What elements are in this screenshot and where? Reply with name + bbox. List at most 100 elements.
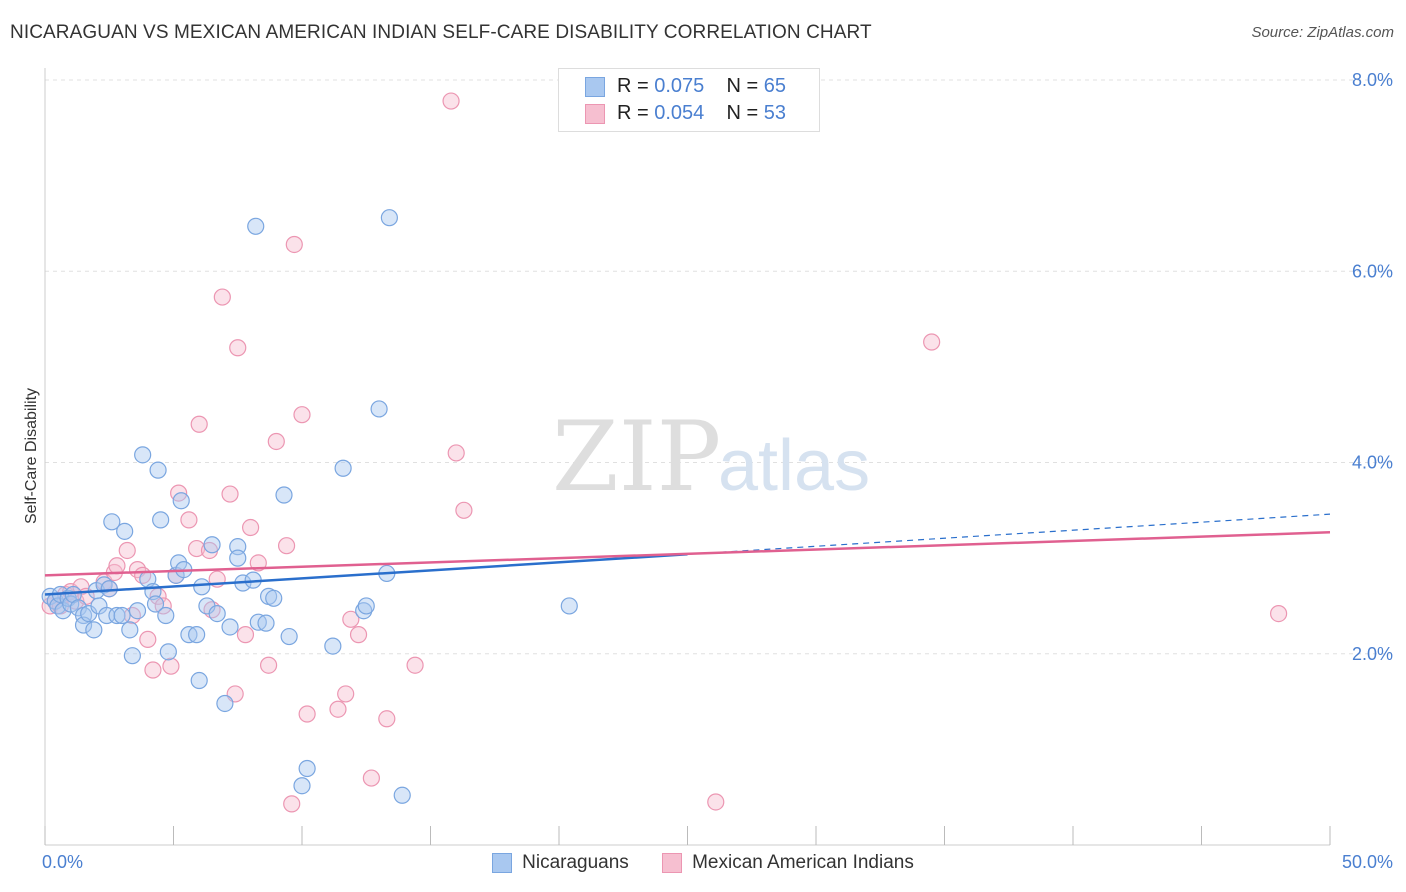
nicaraguans-point (393, 786, 411, 804)
mexican-american-indians-point (406, 656, 424, 674)
nicaraguans-point (62, 595, 80, 613)
nicaraguans-point (208, 604, 226, 623)
nicaraguans-point (298, 759, 316, 778)
nicaraguans-point (85, 621, 103, 639)
grid-lines (45, 79, 1392, 655)
mexican-american-indians-point (442, 92, 460, 110)
mexican-american-indians-point (221, 485, 239, 503)
nicaraguans-point (128, 602, 147, 620)
legend-item-nicaraguans: Nicaraguans (492, 852, 629, 874)
axes (44, 68, 1331, 846)
nicaraguans-point (293, 777, 311, 795)
nicaraguans-point (116, 522, 134, 540)
y-tick-labels: 2.0% 4.0% 6.0% 8.0% (1352, 70, 1393, 664)
mexican-american-indians-point (1269, 604, 1288, 623)
y-tick-label: 4.0% (1352, 453, 1393, 473)
nicaraguans-point (370, 400, 388, 418)
mexican-american-indians-point (362, 769, 380, 787)
r-label: R = (617, 102, 655, 124)
mexican-american-indians-point (190, 415, 208, 433)
nicaraguans-swatch (585, 77, 605, 97)
r-label: R = (617, 75, 655, 97)
nicaraguans-point (152, 511, 170, 529)
nicaraguans-point (257, 614, 275, 632)
mexican-american-indians-point (707, 793, 725, 811)
nicaraguans-point (134, 446, 152, 464)
nicaraguans-point (159, 643, 177, 661)
mexican-american-indians-swatch (585, 104, 605, 124)
x-axis-min-label: 0.0% (42, 852, 84, 872)
mexican-american-indians-point (267, 432, 285, 451)
n-label: N = (726, 102, 764, 124)
x-axis-max-label: 50.0% (1341, 852, 1393, 872)
nicaraguans-point (355, 602, 373, 620)
mexican-american-indians-point (259, 656, 278, 674)
nicaraguans-point (357, 597, 375, 615)
mexican-american-indians-point (277, 537, 296, 555)
mexican-american-indians-point (162, 657, 180, 675)
watermark-atlas: atlas (718, 426, 870, 506)
y-tick-label: 8.0% (1352, 70, 1393, 90)
nicaraguans-point (229, 549, 247, 567)
mexican-american-indians-point (923, 333, 941, 351)
mexican-american-indians-point (229, 339, 247, 357)
mexican-american-indians-point (118, 541, 136, 560)
nicaraguans-point (193, 578, 211, 596)
nicaraguans-trend-line (44, 553, 688, 596)
nicaraguans-point (247, 217, 265, 235)
correlation-legend: R = 0.075 N = 65 R = 0.054 N = 53 (558, 68, 820, 132)
mexican-american-indians-point (108, 557, 126, 575)
nicaraguans-legend-label: Nicaraguans (522, 852, 629, 873)
trend-lines (44, 513, 1331, 596)
mexican-american-indians-trend-line (44, 531, 1331, 577)
mexican-american-indians-point (242, 518, 260, 537)
nicaraguans-point (275, 486, 293, 504)
chart-title: NICARAGUAN VS MEXICAN AMERICAN INDIAN SE… (10, 22, 872, 43)
mexican-american-indians-point (455, 501, 473, 519)
mexican-american-indians-point (447, 444, 465, 462)
r-value: 0.075 (654, 75, 705, 97)
nicaraguans-point (221, 618, 239, 636)
r-value: 0.054 (654, 102, 705, 124)
series-legend: Nicaraguans Mexican American Indians (0, 852, 1406, 879)
nicaraguans-point (123, 647, 141, 665)
nicaraguans-point (216, 694, 234, 713)
mexican-american-indians-point (342, 610, 360, 628)
mexican-american-indians-point (337, 685, 355, 703)
y-tick-label: 2.0% (1352, 644, 1393, 664)
nicaraguans-point (203, 536, 221, 554)
nicaraguans-point (172, 492, 190, 510)
nicaraguans-point (100, 580, 118, 598)
nicaraguans-point (121, 621, 139, 639)
mexican-american-indians-point (139, 630, 157, 649)
mexican-american-indians-point (213, 288, 231, 306)
mexican-american-indians-point (283, 795, 301, 813)
mexican-american-indians-legend-swatch (662, 853, 683, 873)
nicaraguans-point (334, 459, 352, 477)
mexican-american-indians-point (298, 705, 316, 723)
watermark-zip: ZIP (552, 401, 721, 513)
nicaraguans-point (157, 606, 175, 625)
nicaraguans-point (190, 671, 208, 690)
mexican-american-indians-point (180, 511, 198, 529)
mexican-american-indians-legend-label: Mexican American Indians (692, 852, 914, 873)
nicaraguans-point (380, 209, 398, 227)
nicaraguans-point (103, 513, 121, 531)
mexican-american-indians-point (349, 626, 368, 644)
nicaraguans-legend-swatch (492, 853, 513, 873)
n-value: 65 (763, 75, 787, 97)
nicaraguans-trend-extension (687, 513, 1331, 555)
source-label: Source: ZipAtlas.com (1251, 24, 1394, 41)
nicaraguans-point (324, 637, 342, 655)
nicaraguans-point (280, 627, 298, 646)
mexican-american-indians-point (236, 626, 255, 644)
n-label: N = (726, 75, 764, 97)
nicaraguans-point (188, 626, 206, 644)
mexican-american-indians-point (144, 661, 162, 679)
mexican-american-indians-point (378, 710, 396, 728)
mexican-american-indians-point (329, 700, 347, 718)
nicaraguans-point (108, 606, 126, 625)
nicaraguans-point (265, 589, 283, 607)
nicaraguans-point (149, 461, 167, 479)
